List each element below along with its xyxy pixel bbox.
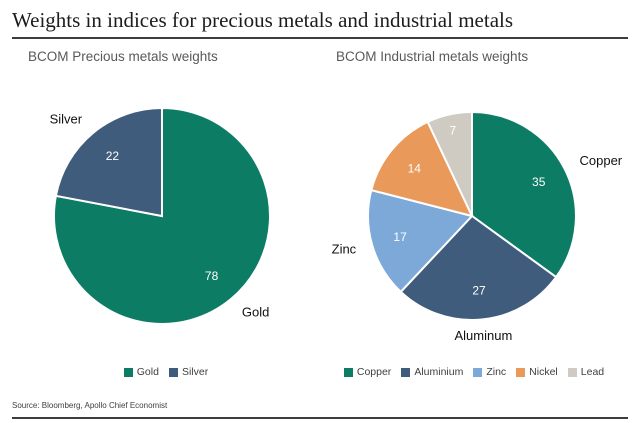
legend-label-copper: Copper: [356, 366, 392, 379]
slice-value-label-gold: 78: [205, 269, 219, 283]
precious-pie-svg: 78 Gold 22 Silver: [50, 107, 271, 326]
slice-value-label-nickel: 14: [408, 161, 422, 175]
pie-slice-nickel: [370, 120, 474, 218]
legend-swatch-silver: [168, 367, 178, 377]
legend-label-aluminium: Aluminium: [414, 366, 464, 379]
legend-swatch-nickel: [516, 367, 526, 377]
legend-label-silver: Silver: [181, 366, 209, 379]
legend-label-lead: Lead: [580, 366, 605, 379]
legend-item-gold: Gold: [123, 366, 159, 379]
legend-swatch-aluminium: [401, 367, 411, 377]
pie-slice-lead: [426, 111, 473, 217]
slice-value-label-lead: 7: [450, 124, 457, 138]
legend-item-lead: Lead: [567, 366, 605, 379]
pie-slice-silver: [54, 107, 163, 218]
legend-label-gold: Gold: [136, 366, 159, 379]
charts-row: BCOM Precious metals weights 78 Gold 22 Sil…: [12, 41, 628, 378]
legend-item-copper: Copper: [343, 366, 392, 379]
industrial-legend: Copper Aluminium Zinc Nickel Lead: [320, 366, 628, 378]
pie-slice-aluminum: [399, 214, 558, 322]
industrial-metals-chart: BCOM Industrial metals weights 35 Copper 2…: [320, 41, 628, 378]
slice-value-label-silver: 22: [106, 149, 120, 163]
title-divider: [12, 37, 628, 40]
legend-swatch-gold: [123, 367, 133, 377]
legend-swatch-copper: [343, 367, 353, 377]
pie-slice-copper: [471, 111, 577, 279]
precious-metals-chart: BCOM Precious metals weights 78 Gold 22 Sil…: [12, 41, 320, 378]
slice-name-label-silver: Silver: [50, 112, 83, 127]
slice-value-label-copper: 35: [532, 175, 546, 189]
precious-legend: Gold Silver: [12, 366, 320, 378]
industrial-pie-svg: 35 Copper 27 Aluminum 17 Zinc 14 7: [332, 111, 623, 343]
page-title: Weights in indices for precious metals a…: [12, 8, 514, 32]
legend-item-aluminium: Aluminium: [401, 366, 463, 378]
legend-item-nickel: Nickel: [516, 366, 558, 378]
legend-swatch-lead: [567, 367, 577, 377]
slice-name-label-copper: Copper: [580, 153, 623, 168]
pie-slice-zinc: [367, 189, 474, 294]
slice-value-label-zinc: 17: [393, 230, 407, 244]
precious-chart-title: BCOM Precious metals weights: [28, 49, 218, 65]
legend-item-silver: Silver: [168, 366, 209, 379]
legend-label-nickel: Nickel: [529, 366, 558, 379]
slice-name-label-zinc: Zinc: [332, 242, 357, 257]
slice-name-label-gold: Gold: [242, 305, 269, 320]
bottom-divider: [12, 417, 628, 419]
legend-swatch-zinc: [473, 367, 483, 377]
legend-item-zinc: Zinc: [473, 366, 506, 378]
industrial-chart-title: BCOM Industrial metals weights: [336, 49, 529, 65]
source-note: Source: Bloomberg, Apollo Chief Economis…: [12, 401, 168, 410]
legend-label-zinc: Zinc: [486, 366, 507, 379]
slice-name-label-aluminum: Aluminum: [455, 328, 513, 343]
slice-value-label-aluminum: 27: [472, 284, 486, 298]
